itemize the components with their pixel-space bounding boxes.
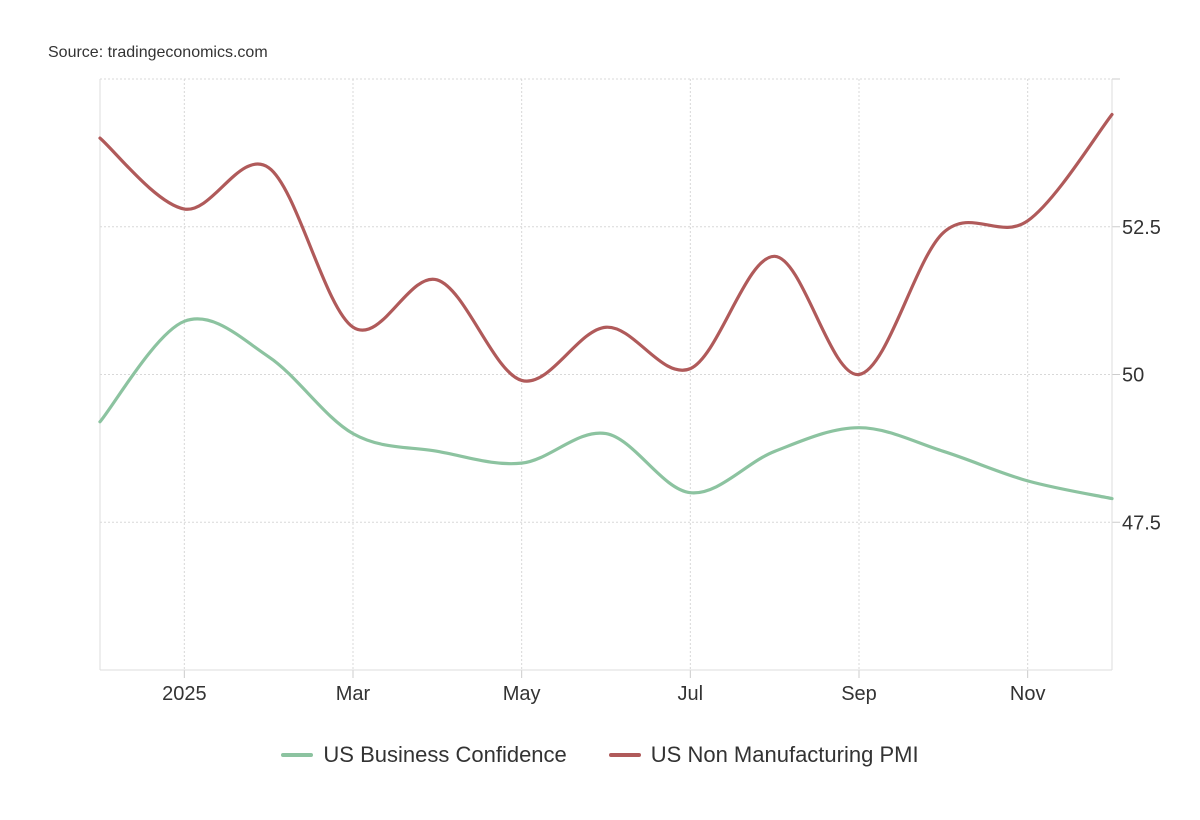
data-point[interactable] bbox=[516, 457, 528, 469]
data-point[interactable] bbox=[937, 227, 949, 239]
data-point[interactable] bbox=[1106, 493, 1118, 505]
series-lines bbox=[94, 108, 1118, 505]
data-point[interactable] bbox=[600, 428, 612, 440]
series-line-business-confidence bbox=[98, 317, 1114, 501]
y-tick-label: 52.5 bbox=[1122, 217, 1161, 239]
data-point[interactable] bbox=[937, 445, 949, 457]
data-point[interactable] bbox=[431, 445, 443, 457]
legend-item-business-confidence[interactable]: US Business Confidence bbox=[281, 742, 567, 768]
legend-item-non-manufacturing-pmi[interactable]: US Non Manufacturing PMI bbox=[608, 742, 919, 768]
data-point[interactable] bbox=[1106, 108, 1118, 120]
data-point[interactable] bbox=[94, 132, 106, 144]
x-tick-label: 2025 bbox=[162, 683, 207, 705]
x-tick-label: Mar bbox=[336, 683, 371, 705]
x-tick-label: Jul bbox=[678, 683, 704, 705]
x-tick-label: May bbox=[503, 683, 541, 705]
data-point[interactable] bbox=[431, 274, 443, 286]
data-point[interactable] bbox=[684, 363, 696, 375]
data-point[interactable] bbox=[853, 369, 865, 381]
data-point[interactable] bbox=[178, 315, 190, 327]
data-point[interactable] bbox=[600, 321, 612, 333]
legend-swatch bbox=[608, 753, 641, 757]
y-tick-label: 50 bbox=[1122, 365, 1144, 387]
tick-labels: 52.5 50 47.5 2025 Mar May Jul Sep Nov bbox=[162, 217, 1161, 705]
legend-label: US Non Manufacturing PMI bbox=[650, 742, 919, 767]
series-line-non-manufacturing-pmi bbox=[98, 112, 1114, 383]
source-label: Source: tradingeconomics.com bbox=[48, 44, 268, 61]
data-point[interactable] bbox=[347, 321, 359, 333]
legend-label: US Business Confidence bbox=[323, 742, 567, 767]
x-tick-label: Sep bbox=[841, 683, 877, 705]
data-point[interactable] bbox=[769, 445, 781, 457]
data-point[interactable] bbox=[769, 250, 781, 262]
legend: US Business Confidence US Non Manufactur… bbox=[0, 742, 1200, 768]
data-point[interactable] bbox=[684, 487, 696, 499]
data-point[interactable] bbox=[516, 374, 528, 386]
data-point[interactable] bbox=[1022, 215, 1034, 227]
data-point[interactable] bbox=[263, 351, 275, 363]
data-point[interactable] bbox=[1022, 475, 1034, 487]
data-point[interactable] bbox=[178, 203, 190, 215]
data-point[interactable] bbox=[94, 416, 106, 428]
grid bbox=[100, 78, 1112, 670]
legend-swatch bbox=[281, 753, 314, 757]
data-point[interactable] bbox=[853, 422, 865, 434]
axes bbox=[99, 78, 1120, 678]
data-point[interactable] bbox=[347, 428, 359, 440]
data-point[interactable] bbox=[263, 162, 275, 174]
y-tick-label: 47.5 bbox=[1122, 512, 1161, 534]
x-tick-label: Nov bbox=[1010, 683, 1046, 705]
